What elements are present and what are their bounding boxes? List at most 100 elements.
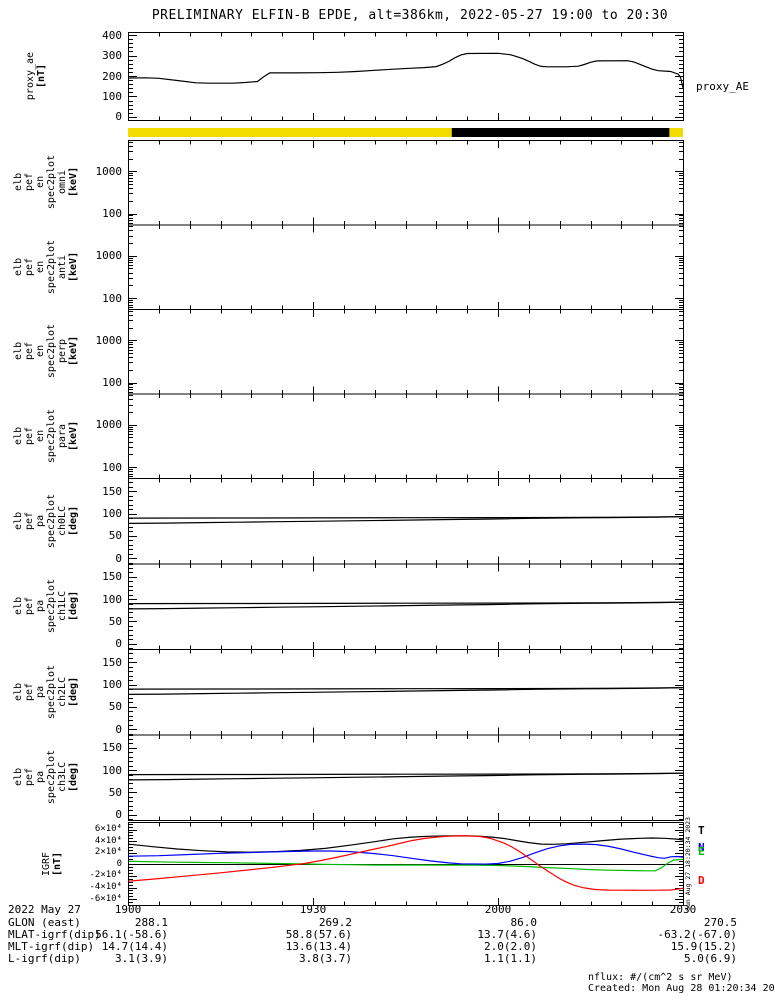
y-tick-label: 6×10⁴ <box>94 824 122 835</box>
y-tick-label: 50 <box>108 614 122 628</box>
y-tick-label: 100 <box>102 89 122 103</box>
x-tick-label: 2030 <box>669 903 697 916</box>
y-tick-label: 2×10⁴ <box>94 847 122 858</box>
y-tick-label: 100 <box>102 592 122 606</box>
table-cell: 5.0(6.9) <box>684 952 737 965</box>
y-tick-label: 50 <box>108 700 122 714</box>
panel-ylabel-pa_ch2: elb pef pa spec2plot ch2LC [deg] <box>13 664 79 719</box>
panel-ylabel-text: pef <box>24 173 35 192</box>
panel-ylabel-text: spec2plot <box>46 239 57 294</box>
panel-ylabel-pa_ch1: elb pef pa spec2plot ch1LC [deg] <box>13 579 79 634</box>
panel-ylabel-text: [keV] <box>68 336 79 367</box>
panel-frame <box>128 649 684 736</box>
table-row-label: MLAT-igrf(dip) <box>8 928 101 941</box>
panel-ylabel-text: IGRF <box>41 851 52 876</box>
panel-ylabel-text: pef <box>24 342 35 361</box>
panel-ylabel-igrf: IGRF [nT] <box>41 851 63 876</box>
table-cell: 3.1(3.9) <box>115 952 168 965</box>
panel-ylabel-text: pa <box>35 514 46 527</box>
panel-frame <box>128 478 684 565</box>
panel-ylabel-text: spec2plot <box>46 155 57 210</box>
panel-ylabel-text: pef <box>24 682 35 701</box>
panel-ylabel-text: elb <box>13 173 24 192</box>
series-loss-cone-lower <box>129 772 683 781</box>
panel-ylabel-text: ch3LC <box>57 762 68 793</box>
legend-D: D <box>698 874 705 887</box>
series-E <box>129 858 683 872</box>
series-D <box>129 835 683 891</box>
panel-ylabel-text: pa <box>35 600 46 613</box>
panel-ylabel-text: en <box>35 176 46 189</box>
x-tick-label: 2000 <box>484 903 512 916</box>
table-cell: 56.1(-58.6) <box>95 928 168 941</box>
y-tick-label: 200 <box>102 69 122 83</box>
panel-frame <box>128 32 684 121</box>
panel-ylabel-text: [deg] <box>68 505 79 536</box>
panel-ylabel-text: spec2plot <box>46 579 57 634</box>
series-N <box>129 843 683 865</box>
panel-ylabel-text: spec2plot <box>46 324 57 379</box>
y-tick-label: 50 <box>108 785 122 799</box>
y-tick-label: 300 <box>102 49 122 63</box>
panel-frame <box>128 563 684 650</box>
table-row-label: GLON (east) <box>8 916 81 929</box>
y-tick-label: 150 <box>102 741 122 755</box>
legend-T: T <box>698 824 705 837</box>
series-loss-cone-lower <box>129 687 683 695</box>
panel-ylabel-text: [keV] <box>68 420 79 451</box>
panel-ylabel-text: en <box>35 260 46 273</box>
panel-frame <box>128 140 684 226</box>
table-cell: 13.6(13.4) <box>285 940 352 953</box>
panel-ylabel-spec_perp: elb pef en spec2plot perp [keV] <box>13 324 79 379</box>
y-tick-label: 0 <box>116 858 122 869</box>
x-tick-label: 1900 <box>114 903 142 916</box>
sunlight-bar-segment <box>669 128 683 137</box>
legend-E: E <box>698 845 705 858</box>
panel-ylabel-text: elb <box>13 257 24 276</box>
panel-ylabel-text: elb <box>13 511 24 530</box>
table-cell: 14.7(14.4) <box>101 940 168 953</box>
panel-ylabel-spec_anti: elb pef en spec2plot anti [keV] <box>13 239 79 294</box>
panel-ylabel-text: elb <box>13 426 24 445</box>
panel-frame <box>128 224 684 310</box>
panel-ylabel-pa_ch3: elb pef pa spec2plot ch3LC [deg] <box>13 750 79 804</box>
sunlight-bar-segment <box>451 128 670 137</box>
panel-frame <box>128 822 684 906</box>
y-tick-label: 1000 <box>95 164 123 178</box>
panel-ylabel-text: perp <box>57 339 68 364</box>
panel-ylabel-text: omni <box>57 170 68 195</box>
panel-ylabel-proxy: proxy_ae [nT] <box>25 52 47 100</box>
panel-frame <box>128 734 684 821</box>
panel-ylabel-text: elb <box>13 768 24 787</box>
table-cell: 288.1 <box>134 916 168 929</box>
panel-ylabel-text: en <box>35 429 46 442</box>
panel-ylabel-text: elb <box>13 682 24 701</box>
table-row: 2022 May 27 1900 1930 2000 2030 <box>0 904 775 916</box>
table-cell: 1.1(1.1) <box>484 952 537 965</box>
panel-ylabel-text: elb <box>13 342 24 361</box>
table-row-label: MLT-igrf(dip) <box>8 940 95 953</box>
x-tick-label: 1930 <box>299 903 327 916</box>
panel-ylabel-text: [deg] <box>68 762 79 793</box>
sunlight-bar-segment <box>128 128 452 137</box>
y-tick-label: 0 <box>115 110 122 124</box>
panel-ylabel-text: spec2plot <box>46 664 57 719</box>
table-cell: 3.8(3.7) <box>299 952 352 965</box>
panel-ylabel-pa_ch0: elb pef pa spec2plot ch0LC [deg] <box>13 494 79 548</box>
table-cell: 58.8(57.6) <box>285 928 352 941</box>
series-proxy_AE <box>129 52 683 89</box>
table-cell: 269.2 <box>318 916 352 929</box>
footer-created-timestamp: Created: Mon Aug 28 01:20:34 2023 <box>588 983 775 994</box>
table-cell: 2.0(2.0) <box>484 940 537 953</box>
panel-ylabel-text: elb <box>13 597 24 616</box>
side-timestamp-text: Sun Aug 27 18:20:34 2023 <box>684 817 692 911</box>
y-tick-label: 50 <box>108 529 122 543</box>
panel-ylabel-text: pa <box>35 771 46 784</box>
panel-ylabel-text: anti <box>57 254 68 279</box>
y-tick-label: 1000 <box>95 418 123 432</box>
panel-ylabel-text: spec2plot <box>46 408 57 463</box>
y-tick-label: -2×10⁴ <box>89 870 122 881</box>
legend-N: N <box>698 841 705 854</box>
series-T <box>129 835 683 853</box>
